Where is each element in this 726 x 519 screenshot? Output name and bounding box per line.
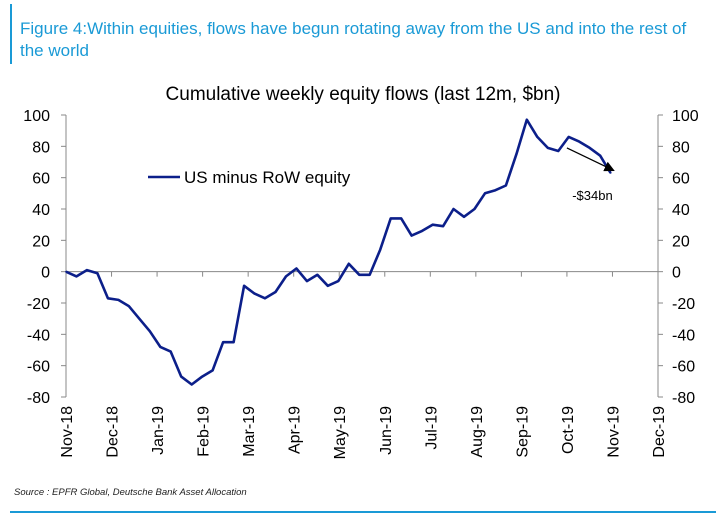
data-point — [316, 274, 319, 276]
data-point — [138, 317, 141, 320]
y-tick-label-left: 40 — [32, 202, 50, 219]
data-point — [431, 223, 434, 226]
data-point — [117, 299, 120, 301]
data-point — [86, 269, 88, 271]
x-tick-label: Jul-19 — [423, 406, 440, 450]
y-tick-label-right: 100 — [672, 108, 699, 125]
y-tick-label-left: 100 — [23, 108, 50, 125]
data-point — [75, 275, 78, 278]
x-tick-label: Aug-19 — [469, 406, 486, 458]
data-point — [65, 270, 67, 273]
data-point — [211, 369, 214, 372]
data-point — [505, 184, 507, 187]
y-tick-label-left: -80 — [27, 390, 50, 407]
source-note: Source : EPFR Global, Deutsche Bank Asse… — [14, 487, 247, 498]
data-point — [190, 383, 193, 386]
x-tick-label: Feb-19 — [196, 406, 213, 457]
data-point — [379, 248, 382, 251]
data-point — [463, 216, 465, 218]
data-point — [442, 225, 444, 228]
data-point — [337, 280, 340, 282]
x-tick-label: Jun-19 — [378, 406, 395, 455]
data-point — [264, 297, 266, 300]
x-tick-label: Mar-19 — [241, 406, 258, 457]
data-point — [567, 136, 570, 138]
y-tick-label-right: -60 — [672, 359, 695, 376]
data-point — [546, 147, 549, 149]
data-point — [526, 118, 528, 121]
y-tick-label-left: 80 — [32, 139, 50, 156]
data-point — [452, 208, 455, 210]
data-point — [232, 341, 235, 343]
y-tick-label-left: -40 — [27, 327, 50, 344]
series-line-us-minus-row-equity — [65, 118, 612, 386]
y-tick-label-right: -40 — [672, 327, 695, 344]
data-point — [368, 274, 371, 276]
x-tick-label: May-19 — [332, 406, 349, 459]
y-tick-label-right: 0 — [672, 265, 681, 282]
y-tick-label-left: 60 — [32, 171, 50, 188]
data-point — [484, 192, 486, 195]
data-point — [515, 153, 518, 155]
data-point — [253, 292, 256, 295]
data-point — [148, 330, 151, 333]
bottom-rule — [10, 511, 716, 513]
y-tick-label-left: 20 — [32, 233, 50, 250]
x-tick-label: Oct-19 — [560, 406, 577, 454]
data-point — [201, 375, 203, 378]
data-point — [159, 346, 162, 348]
data-point — [494, 189, 497, 191]
x-tick-label: Apr-19 — [287, 406, 304, 454]
x-tick-label: Nov-18 — [59, 406, 76, 458]
figure-header: Figure 4:Within equities, flows have beg… — [10, 4, 718, 64]
data-point — [222, 341, 224, 343]
x-tick-label: Dec-19 — [651, 406, 668, 458]
figure-title: Figure 4:Within equities, flows have beg… — [20, 19, 687, 60]
y-tick-label-right: 60 — [672, 171, 690, 188]
data-point — [243, 284, 245, 287]
data-point — [599, 154, 601, 157]
data-point — [295, 267, 298, 270]
data-point — [306, 280, 308, 282]
x-tick-label: Sep-19 — [514, 406, 531, 458]
data-point — [169, 350, 172, 353]
data-point — [557, 150, 560, 152]
annotation-label: -$34bn — [572, 188, 612, 203]
y-tick-label-right: 40 — [672, 202, 690, 219]
data-point — [128, 305, 130, 307]
y-tick-label-right: -80 — [672, 390, 695, 407]
legend-label: US minus RoW equity — [184, 168, 351, 187]
data-point — [274, 291, 277, 293]
annotation-arrow — [566, 147, 615, 172]
data-point — [588, 147, 591, 149]
x-tick-label: Nov-19 — [605, 406, 622, 458]
y-tick-label-right: 80 — [672, 139, 690, 156]
data-point — [421, 230, 423, 232]
y-tick-label-left: -20 — [27, 296, 50, 313]
data-point — [609, 172, 612, 174]
data-point — [473, 208, 476, 210]
data-point — [96, 272, 99, 275]
data-point — [536, 136, 539, 138]
data-point — [410, 234, 413, 237]
data-point — [347, 263, 350, 265]
data-point — [327, 284, 329, 287]
y-tick-label-right: -20 — [672, 296, 695, 313]
data-point — [400, 217, 402, 220]
data-point — [389, 217, 392, 220]
data-point — [107, 297, 109, 300]
y-tick-label-left: -60 — [27, 359, 50, 376]
x-tick-label: Jan-19 — [150, 406, 167, 455]
data-point — [578, 140, 581, 143]
x-tick-label: Dec-18 — [105, 406, 122, 458]
data-point — [180, 375, 183, 378]
data-point — [358, 274, 361, 276]
chart-title: Cumulative weekly equity flows (last 12m… — [165, 84, 561, 105]
y-tick-label-left: 0 — [41, 265, 50, 282]
data-point — [285, 275, 287, 278]
y-tick-label-right: 20 — [672, 233, 690, 250]
